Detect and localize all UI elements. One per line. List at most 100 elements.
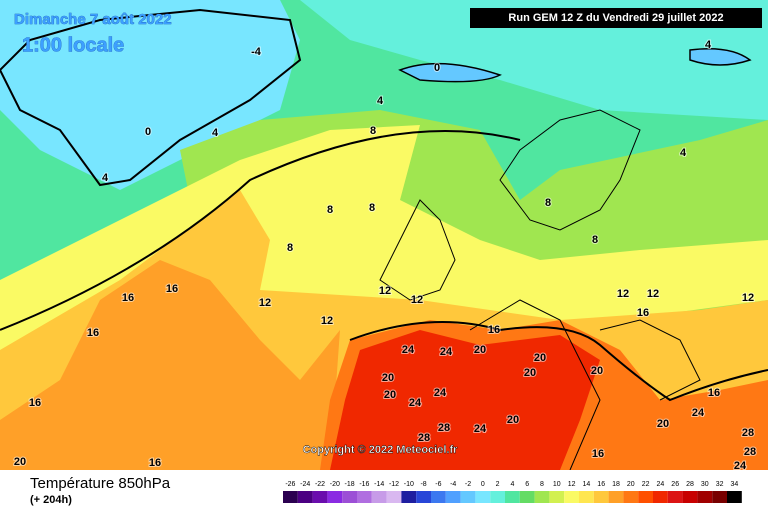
- scale-tick-label: 12: [568, 481, 576, 488]
- scale-swatch: [283, 491, 298, 503]
- contour-label: 8: [287, 242, 293, 254]
- scale-swatch: [623, 491, 639, 503]
- scale-swatch: [712, 491, 727, 503]
- scale-tick-label: -10: [404, 481, 414, 488]
- contour-label: 20: [524, 367, 536, 379]
- contour-label: 16: [149, 457, 161, 469]
- contour-label: 0: [145, 126, 151, 138]
- scale-swatch: [416, 491, 431, 503]
- contour-label: 8: [545, 197, 551, 209]
- copyright: Copyright © 2022 Meteociel.fr: [303, 444, 459, 456]
- scale-tick-label: 2: [496, 481, 500, 488]
- contour-label: 12: [379, 285, 391, 297]
- contour-label: 16: [592, 448, 604, 460]
- scale-swatch: [431, 491, 446, 503]
- contour-label: 16: [488, 324, 500, 336]
- map: [0, 0, 768, 471]
- contour-label: 12: [742, 292, 754, 304]
- scale-tick-label: 4: [510, 481, 514, 488]
- contour-label: 20: [14, 456, 26, 468]
- scale-swatch: [327, 491, 343, 503]
- scale-tick-label: 26: [671, 481, 679, 488]
- scale-swatch: [697, 491, 713, 503]
- contour-label: 12: [259, 297, 271, 309]
- contour-label: 8: [592, 234, 598, 246]
- contour-label: 16: [87, 327, 99, 339]
- scale-swatch: [460, 491, 476, 503]
- contour-label: 28: [744, 446, 756, 458]
- scale-tick-label: -22: [315, 481, 325, 488]
- scale-tick-label: 14: [583, 481, 591, 488]
- map-time: 1:00 locale: [22, 34, 124, 56]
- scale-swatch: [475, 491, 491, 503]
- color-scale: -26 -24 -22 -20 -18 -16 -14 -12 -10 -8 -6 -4 -2 0 2 4 6 8…: [283, 481, 742, 503]
- contour-label: 12: [411, 294, 423, 306]
- scale-tick-label: 34: [731, 481, 739, 488]
- contour-label: 24: [474, 423, 487, 435]
- run-info: Run GEM 12 Z du Vendredi 29 juillet 2022: [508, 12, 723, 24]
- contour-label: 16: [122, 292, 134, 304]
- scale-tick-label: 0: [481, 481, 485, 488]
- map-date: Dimanche 7 août 2022: [14, 11, 172, 28]
- contour-label: 12: [647, 288, 659, 300]
- coastline-greenland: [0, 8, 302, 187]
- contour-label: 4: [102, 172, 109, 184]
- contour-label: 12: [617, 288, 629, 300]
- scale-swatch: [519, 491, 535, 503]
- contour-label: 0: [434, 62, 440, 74]
- scale-swatch: [490, 491, 505, 503]
- scale-tick-label: -14: [374, 481, 384, 488]
- scale-tick-label: 10: [553, 481, 561, 488]
- coastlines-europe: [379, 109, 701, 471]
- contour-label: 24: [440, 346, 453, 358]
- greenland-cold: [0, 0, 300, 190]
- contour-label: -4: [251, 46, 262, 58]
- isotherm-20: [349, 321, 768, 402]
- contour-label: 4: [212, 127, 219, 139]
- scale-swatch: [667, 491, 683, 503]
- scale-tick-label: 24: [657, 481, 665, 488]
- scale-swatch: [505, 491, 520, 503]
- footer-title: Température 850hPa: [30, 475, 171, 492]
- scale-tick-label: -16: [359, 481, 369, 488]
- contour-label: 20: [507, 414, 519, 426]
- run-box: [470, 8, 762, 28]
- scale-tick-label: 16: [597, 481, 605, 488]
- contour-label: 24: [434, 387, 447, 399]
- contour-label: 20: [534, 352, 546, 364]
- scale-tick-label: 18: [612, 481, 620, 488]
- zone-extreme: [330, 330, 600, 470]
- contour-label: 24: [734, 460, 747, 472]
- scale-tick-label: -6: [435, 481, 441, 488]
- contour-label: 20: [657, 418, 669, 430]
- scale-tick-label: 22: [642, 481, 650, 488]
- scale-swatch: [579, 491, 594, 503]
- scale-swatch: [593, 491, 609, 503]
- isotherm-8: [0, 130, 521, 331]
- contour-label: 12: [321, 315, 333, 327]
- scale-swatch: [564, 491, 579, 503]
- contour-label: 28: [438, 422, 450, 434]
- scale-swatch: [401, 491, 417, 503]
- contour-label: 16: [29, 397, 41, 409]
- scale-swatch: [371, 491, 387, 503]
- scale-tick-label: -20: [330, 481, 340, 488]
- contour-label: 4: [680, 147, 687, 159]
- scale-tick-label: 20: [627, 481, 635, 488]
- scale-swatch: [638, 491, 653, 503]
- contour-label: 8: [369, 202, 375, 214]
- scale-tick-label: -12: [389, 481, 399, 488]
- contour-label: 20: [474, 344, 486, 356]
- contour-label: 28: [742, 427, 754, 439]
- contour-label: 24: [692, 407, 705, 419]
- scale-swatch: [445, 491, 461, 503]
- scale-swatch: [342, 491, 357, 503]
- scale-swatch: [297, 491, 313, 503]
- contour-label: 8: [327, 204, 333, 216]
- contour-labels: -4 0 4 4 4 0 4 4 8 8 8 8 8 8 12 12 12 12 12 12 12 16 16 16 16 16 1…: [13, 38, 757, 473]
- scale-swatch: [608, 491, 624, 503]
- contour-label: 8: [370, 125, 376, 137]
- scale-tick-label: 8: [540, 481, 544, 488]
- scale-swatch: [386, 491, 402, 503]
